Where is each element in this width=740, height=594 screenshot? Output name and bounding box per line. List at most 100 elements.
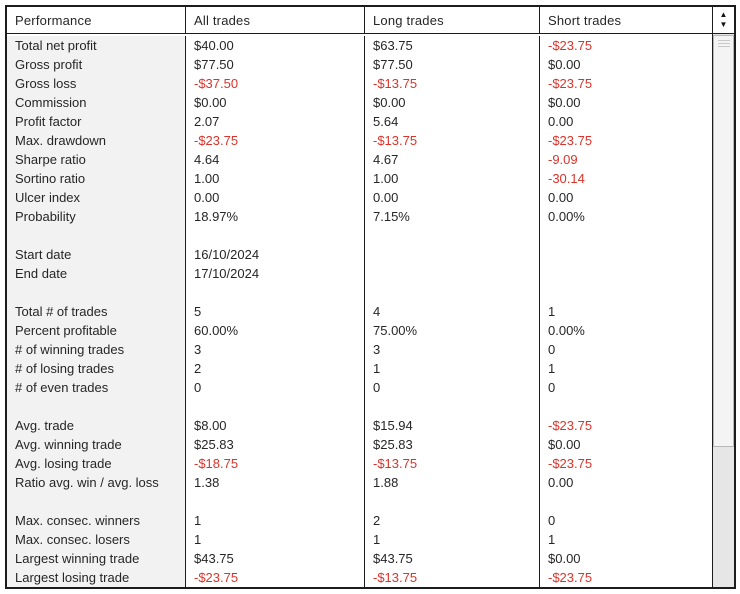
- row-label: Ratio avg. win / avg. loss: [7, 473, 186, 492]
- row-label: [7, 226, 186, 245]
- row-value: [365, 226, 540, 245]
- row-label: Probability: [7, 207, 186, 226]
- row-label: Sortino ratio: [7, 169, 186, 188]
- scrollbar-thumb[interactable]: [713, 35, 734, 447]
- row-label: Total net profit: [7, 36, 186, 55]
- row-label: # of losing trades: [7, 359, 186, 378]
- row-value: -$13.75: [365, 568, 540, 587]
- row-value: 3: [365, 340, 540, 359]
- row-value: -$23.75: [548, 456, 593, 471]
- row-value: $43.75: [186, 549, 365, 568]
- scroll-spinner: ▲ ▼: [713, 7, 734, 34]
- row-value: $25.83: [186, 435, 365, 454]
- row-value: 1: [548, 304, 556, 319]
- row-value: 1: [365, 530, 540, 549]
- table-row: Max. consec. losers 1 1 1: [7, 530, 712, 549]
- row-value: 1.88: [365, 473, 540, 492]
- row-label: Profit factor: [7, 112, 186, 131]
- table-row: Total # of trades 5 4 1: [7, 302, 712, 321]
- row-value: 2: [186, 359, 365, 378]
- row-value: 4.67: [365, 150, 540, 169]
- row-value: -$23.75: [548, 418, 593, 433]
- scroll-down-button[interactable]: ▼: [719, 20, 728, 29]
- row-label: [7, 283, 186, 302]
- table-row: # of losing trades 2 1 1: [7, 359, 712, 378]
- table-row: Avg. losing trade -$18.75 -$13.75 -$23.75: [7, 454, 712, 473]
- row-label: Max. consec. winners: [7, 511, 186, 530]
- row-value: 0: [186, 378, 365, 397]
- row-label: Avg. winning trade: [7, 435, 186, 454]
- row-value: [186, 283, 365, 302]
- row-value: [540, 283, 712, 302]
- table-grid: Performance All trades Long trades Short…: [7, 7, 712, 587]
- row-value: -9.09: [548, 152, 578, 167]
- performance-table: Performance All trades Long trades Short…: [5, 5, 736, 589]
- row-value: $0.00: [548, 551, 581, 566]
- table-row: Largest winning trade $43.75 $43.75 $0.00: [7, 549, 712, 568]
- table-row: Ratio avg. win / avg. loss 1.38 1.88 0.00: [7, 473, 712, 492]
- row-value: $63.75: [365, 36, 540, 55]
- scroll-up-button[interactable]: ▲: [719, 10, 728, 19]
- row-value: $43.75: [365, 549, 540, 568]
- row-label: Max. consec. losers: [7, 530, 186, 549]
- table-row: Ulcer index 0.00 0.00 0.00: [7, 188, 712, 207]
- column-header-all-trades: All trades: [186, 7, 365, 33]
- row-label: Gross loss: [7, 74, 186, 93]
- row-value: $0.00: [365, 93, 540, 112]
- scrollbar-grip-icon: [717, 40, 730, 49]
- row-value: -$23.75: [186, 131, 365, 150]
- row-value: -$13.75: [365, 131, 540, 150]
- scrollbar-track[interactable]: [713, 34, 734, 587]
- row-value: 75.00%: [365, 321, 540, 340]
- table-row: Sortino ratio 1.00 1.00 -30.14: [7, 169, 712, 188]
- table-row: Sharpe ratio 4.64 4.67 -9.09: [7, 150, 712, 169]
- column-header-performance: Performance: [7, 7, 186, 33]
- row-value: 0.00: [548, 114, 574, 129]
- table-row: Total net profit $40.00 $63.75 -$23.75: [7, 36, 712, 55]
- row-value: -$23.75: [186, 568, 365, 587]
- row-value: -$23.75: [548, 38, 593, 53]
- row-value: 0.00: [186, 188, 365, 207]
- row-value: 5: [186, 302, 365, 321]
- row-label: Max. drawdown: [7, 131, 186, 150]
- table-row: Gross profit $77.50 $77.50 $0.00: [7, 55, 712, 74]
- row-label: Avg. losing trade: [7, 454, 186, 473]
- row-value: 0.00: [548, 475, 574, 490]
- row-label: Sharpe ratio: [7, 150, 186, 169]
- row-value: [540, 492, 712, 511]
- row-value: 3: [186, 340, 365, 359]
- row-label: [7, 492, 186, 511]
- row-value: 0: [548, 380, 556, 395]
- row-value: -$23.75: [548, 76, 593, 91]
- row-value: [540, 226, 712, 245]
- row-value: 1: [186, 511, 365, 530]
- scrollbar[interactable]: ▲ ▼: [712, 7, 734, 587]
- row-value: 0: [548, 513, 556, 528]
- table-row: Avg. trade $8.00 $15.94 -$23.75: [7, 416, 712, 435]
- table-header-row: Performance All trades Long trades Short…: [7, 7, 712, 34]
- row-value: 60.00%: [186, 321, 365, 340]
- row-value: -$23.75: [548, 133, 593, 148]
- row-label: Commission: [7, 93, 186, 112]
- row-value: 0.00: [365, 188, 540, 207]
- row-value: 5.64: [365, 112, 540, 131]
- row-label: # of winning trades: [7, 340, 186, 359]
- row-value: 0.00%: [548, 209, 585, 224]
- table-row: Avg. winning trade $25.83 $25.83 $0.00: [7, 435, 712, 454]
- row-value: [540, 264, 712, 283]
- table-row: Max. drawdown -$23.75 -$13.75 -$23.75: [7, 131, 712, 150]
- row-value: 2.07: [186, 112, 365, 131]
- row-value: -$23.75: [548, 570, 593, 585]
- table-row: # of winning trades 3 3 0: [7, 340, 712, 359]
- row-value: 4: [365, 302, 540, 321]
- table-row: Max. consec. winners 1 2 0: [7, 511, 712, 530]
- row-value: [365, 492, 540, 511]
- row-value: 18.97%: [186, 207, 365, 226]
- row-value: 4.64: [186, 150, 365, 169]
- row-value: -$37.50: [186, 74, 365, 93]
- table-row: # of even trades 0 0 0: [7, 378, 712, 397]
- row-value: [365, 264, 540, 283]
- row-value: $77.50: [365, 55, 540, 74]
- spacer-row: [7, 397, 712, 416]
- row-value: $0.00: [548, 95, 581, 110]
